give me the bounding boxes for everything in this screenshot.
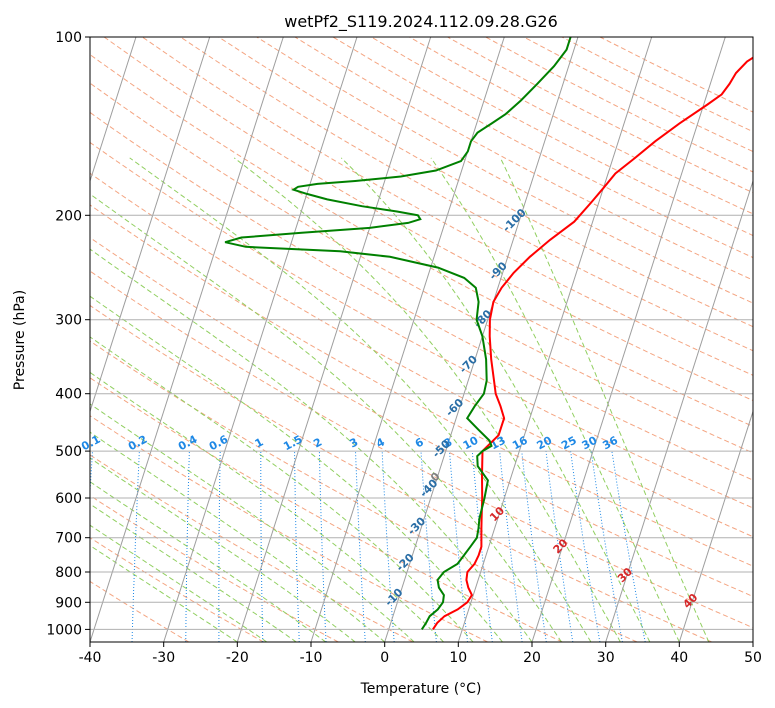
mixing-ratio-label: 10 — [461, 434, 481, 453]
x-tick-label: 10 — [449, 650, 467, 666]
chart-title: wetPf2_S119.2024.112.09.28.G26 — [284, 12, 558, 32]
mixing-ratio-line — [355, 451, 366, 642]
y-tick-label: 400 — [55, 387, 82, 403]
y-tick-label: 700 — [55, 531, 82, 547]
y-tick-label: 200 — [55, 208, 82, 224]
dry-adiabat-line — [90, 270, 753, 629]
mixing-ratio-label: 13 — [488, 434, 508, 453]
dry-adiabat-line — [90, 537, 264, 642]
y-tick-label: 1000 — [46, 622, 82, 638]
x-tick-label: -10 — [300, 650, 323, 666]
isotherm-line — [457, 37, 653, 642]
x-tick-label: -20 — [226, 650, 249, 666]
dry-adiabat-line — [90, 415, 488, 642]
dry-adiabat-line — [218, 37, 753, 328]
isotherm-line — [163, 37, 358, 642]
y-axis: 100 200 300 400 500 600 700 800 900 1000 — [46, 30, 90, 638]
moist-adiabat-line — [129, 157, 592, 642]
x-tick-label: -40 — [79, 650, 102, 666]
y-tick-label: 100 — [55, 30, 82, 46]
isotherm-line — [605, 179, 753, 642]
mixing-ratio-line — [449, 451, 468, 642]
isotherm-line — [384, 37, 579, 642]
dry-adiabat-line — [90, 580, 190, 642]
mixing-ratio-line — [294, 451, 300, 642]
moist-adiabat-line — [90, 336, 474, 642]
y-tick-label: 900 — [55, 595, 82, 611]
dry-adiabat-line — [90, 111, 753, 481]
y-axis-label: Pressure (hPa) — [12, 290, 28, 390]
mixing-ratio-label: 36 — [600, 434, 620, 453]
dry-adiabat-line — [90, 304, 712, 642]
x-tick-label: 30 — [597, 650, 615, 666]
isotherm-line — [531, 37, 726, 642]
mixing-ratio-line — [521, 451, 547, 642]
y-tick-label: 800 — [55, 565, 82, 581]
dry-adiabat-line — [90, 141, 753, 509]
isotherm-line — [90, 37, 211, 414]
background-lines — [0, 37, 753, 642]
isotherm-line — [678, 409, 753, 642]
mixing-ratio-line — [420, 451, 437, 642]
isotherm-line — [90, 37, 284, 642]
isotherm-line — [90, 37, 137, 183]
mixing-ratio-line — [218, 451, 221, 642]
mixing-ratio-label: 25 — [559, 434, 579, 453]
isotherm-line — [236, 37, 432, 642]
x-tick-label: 20 — [523, 650, 541, 666]
mixing-ratio-label: 16 — [510, 434, 530, 453]
mixing-ratio-line — [185, 451, 190, 642]
x-tick-label: 0 — [380, 650, 389, 666]
isotherm-line — [310, 37, 505, 642]
mixing-ratio-line — [381, 451, 395, 642]
dry-adiabat-line — [90, 236, 753, 598]
plot-background — [90, 37, 753, 642]
y-tick-label: 600 — [55, 491, 82, 507]
mixing-ratio-line — [318, 451, 327, 642]
x-tick-label: 40 — [670, 650, 688, 666]
dry-adiabat-line — [256, 37, 753, 304]
dry-adiabat-line — [90, 377, 563, 642]
dry-adiabat-line — [180, 37, 753, 352]
x-tick-label: -30 — [152, 650, 175, 666]
x-axis: -40 -30 -20 -10 0 10 20 30 40 50 — [79, 642, 762, 666]
x-axis-label: Temperature (°C) — [360, 681, 482, 697]
isotherm-line — [752, 640, 753, 642]
mixing-ratio-label: 30 — [580, 434, 600, 453]
mixing-ratio-label: 20 — [535, 434, 555, 453]
moist-adiabat-line — [90, 431, 386, 642]
mixing-ratio-line — [260, 451, 264, 642]
dry-adiabat-line — [90, 53, 753, 427]
dry-adiabat-line — [90, 82, 753, 454]
profiles — [224, 37, 753, 630]
x-tick-label: 50 — [744, 650, 762, 666]
y-tick-label: 500 — [55, 444, 82, 460]
temperature-profile-line — [432, 56, 753, 630]
mixing-ratio-line — [499, 451, 523, 642]
moist-adiabat-line — [90, 193, 562, 642]
isotherm-line — [0, 37, 62, 642]
y-tick-label: 300 — [55, 313, 82, 329]
plot-frame — [89, 36, 754, 643]
dewpoint-profile-line — [224, 37, 572, 630]
dry-adiabat-line — [90, 340, 638, 642]
